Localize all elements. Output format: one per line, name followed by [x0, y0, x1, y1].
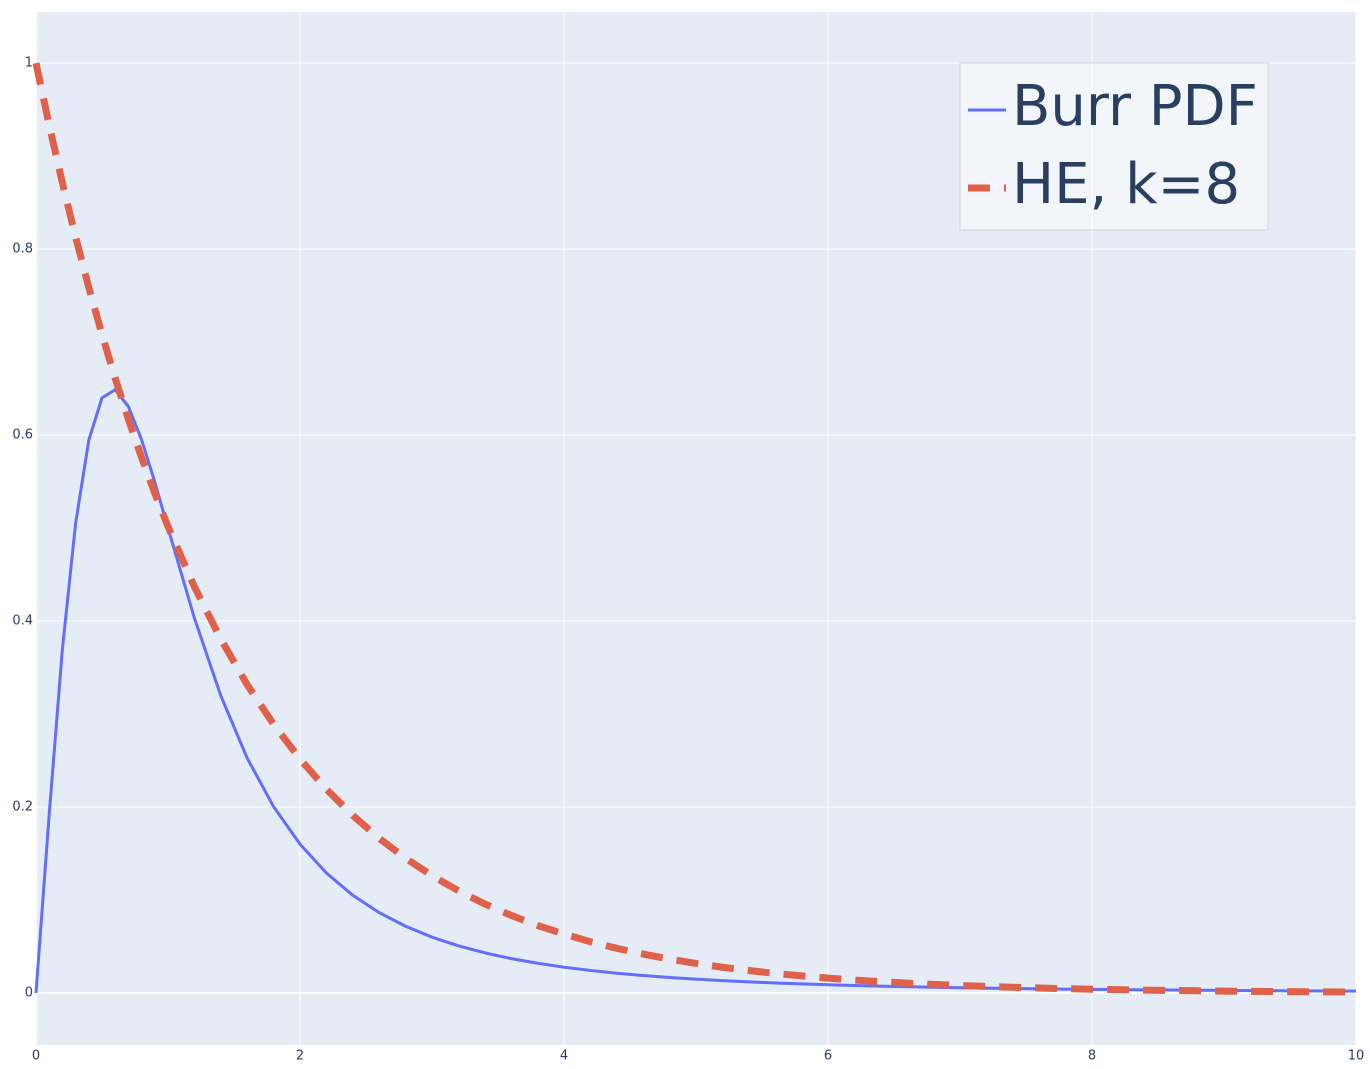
x-tick-label: 4 [560, 1049, 568, 1064]
y-tick-label: 1 [25, 56, 33, 71]
legend-label: Burr PDF [1012, 74, 1258, 139]
y-tick-label: 0.4 [12, 614, 33, 629]
legend-label: HE, k=8 [1012, 152, 1240, 217]
data-line [32, 62, 1357, 996]
x-tick-label: 8 [1088, 1049, 1096, 1064]
legend: Burr PDF HE, k=8 [959, 62, 1269, 231]
y-tick-label: 0 [25, 985, 33, 1000]
y-tick-label: 0.2 [12, 799, 33, 814]
x-tick-label: 10 [1348, 1049, 1365, 1064]
y-tick-label: 0.8 [12, 242, 33, 257]
x-tick-label: 6 [824, 1049, 832, 1064]
x-tick-label: 2 [296, 1049, 304, 1064]
x-tick-label: 0 [32, 1049, 40, 1064]
legend-box [959, 62, 1269, 231]
y-tick-label: 0.6 [12, 428, 33, 443]
